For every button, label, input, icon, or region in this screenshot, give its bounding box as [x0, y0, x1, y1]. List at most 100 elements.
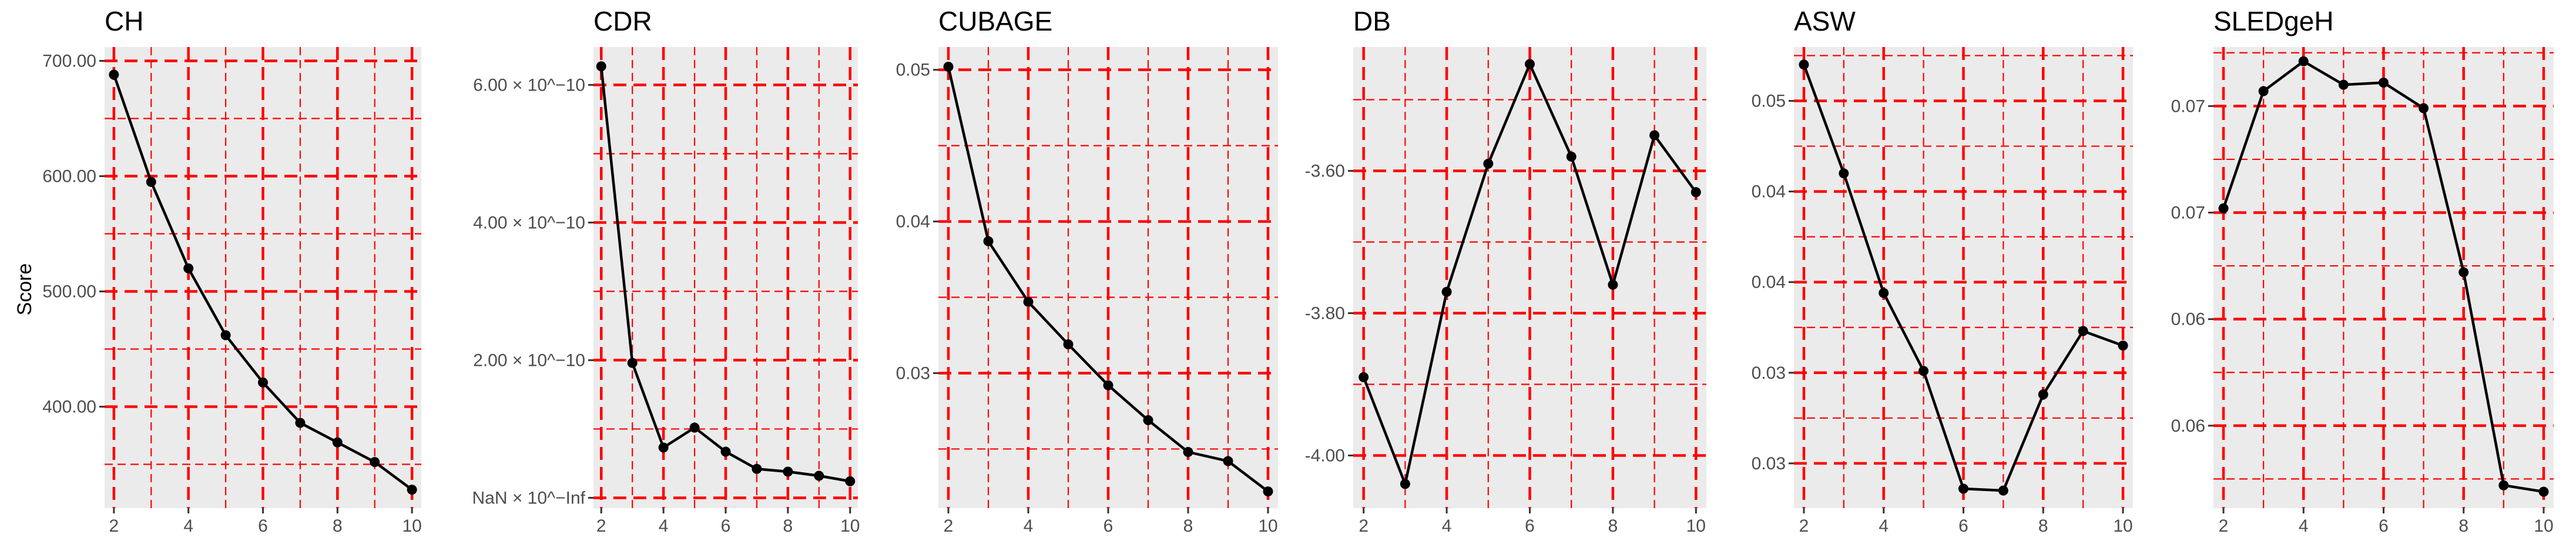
data-point [2458, 267, 2469, 278]
x-tick-label: 4 [1442, 516, 1452, 536]
x-tick-label: 4 [1024, 516, 1034, 536]
x-tick-label: 6 [1958, 516, 1968, 536]
x-tick-label: 10 [840, 516, 860, 536]
data-point [720, 446, 731, 457]
data-point [1359, 372, 1369, 382]
data-point [258, 377, 268, 388]
data-point [1023, 296, 1034, 307]
data-point [2338, 79, 2349, 90]
data-point [2379, 78, 2389, 88]
data-point [1839, 168, 1849, 179]
y-tick-label: 0.04 [1752, 273, 1786, 292]
panel-title: CH [105, 6, 143, 36]
panel-title: CUBAGE [938, 6, 1052, 36]
y-tick-label: 6.00 × 10^−10 [473, 75, 585, 95]
panels: 2 4 6 8 10 400.00 500.00 600.00 700.00 CH 2 4 6 8 10 Na… [42, 6, 2554, 536]
data-point [2038, 389, 2048, 400]
y-tick-label: 0.04 [1752, 182, 1786, 202]
panel-title: CDR [593, 6, 652, 36]
y-tick-label: 2.00 × 10^−10 [473, 351, 585, 370]
x-tick-label: 8 [333, 516, 343, 536]
data-point [658, 442, 669, 453]
x-tick-label: 6 [721, 516, 731, 536]
data-point [1918, 366, 1929, 376]
y-tick-label: 4.00 × 10^−10 [473, 213, 585, 232]
y-tick-label: -3.80 [1305, 303, 1345, 323]
data-point [1958, 483, 1968, 494]
y-tick-label: 0.05 [1752, 92, 1786, 111]
data-point [1183, 447, 1193, 458]
data-point [1690, 187, 1701, 198]
x-tick-label: 8 [2458, 516, 2468, 536]
y-tick-label: 0.03 [1752, 454, 1786, 473]
data-point [2078, 326, 2088, 336]
panel-title: SLEDgeH [2213, 6, 2334, 36]
data-point [1441, 286, 1452, 297]
y-tick-label: -4.00 [1305, 446, 1345, 465]
x-tick-label: 8 [1183, 516, 1193, 536]
x-tick-label: 10 [1258, 516, 1277, 536]
y-tick-label: 600.00 [42, 167, 96, 186]
x-tick-label: 4 [1879, 516, 1889, 536]
data-point [2218, 203, 2229, 213]
y-tick-label: 400.00 [42, 398, 96, 417]
data-point [1063, 339, 1074, 349]
panel-title: ASW [1794, 6, 1856, 36]
data-point [1483, 158, 1494, 169]
x-tick-label: 8 [783, 516, 793, 536]
y-tick-label: 700.00 [42, 52, 96, 71]
x-tick-label: 10 [2534, 516, 2553, 536]
y-tick-label: 500.00 [42, 282, 96, 302]
panel-2: 2 4 6 8 10 NaN × 10^−Inf 2.00 × 10^−10 4.00 × 1… [472, 6, 860, 536]
data-point [1223, 456, 1233, 466]
data-point [1263, 486, 1273, 497]
x-tick-label: 4 [183, 516, 193, 536]
data-point [183, 263, 194, 273]
x-tick-label: 2 [2219, 516, 2229, 536]
data-point [109, 69, 119, 80]
data-point [943, 62, 954, 72]
panel-3: 2 4 6 8 10 0.03 0.04 0.05 CUBAGE [896, 6, 1278, 536]
x-tick-label: 2 [1359, 516, 1368, 536]
x-tick-label: 8 [1608, 516, 1618, 536]
data-point [2498, 480, 2509, 490]
data-point [596, 61, 606, 72]
data-point [1400, 479, 1410, 489]
panel-5: 2 4 6 8 10 0.03 0.03 0.04 0.04 0.05 ASW [1752, 6, 2133, 536]
x-tick-label: 2 [109, 516, 119, 536]
data-point [407, 485, 417, 495]
x-tick-label: 6 [1525, 516, 1535, 536]
data-point [220, 330, 231, 341]
data-point [1998, 485, 2008, 496]
panel-1: 2 4 6 8 10 400.00 500.00 600.00 700.00 CH [42, 6, 422, 536]
x-tick-label: 6 [2379, 516, 2389, 536]
y-tick-label: NaN × 10^−Inf [472, 488, 585, 508]
y-tick-label: 0.07 [2171, 203, 2205, 223]
data-point [1879, 288, 1889, 298]
data-point [1649, 130, 1660, 141]
data-point [2258, 86, 2269, 96]
x-tick-label: 2 [944, 516, 954, 536]
panel-title: DB [1353, 6, 1391, 36]
data-point [689, 422, 700, 433]
data-point [370, 457, 380, 468]
data-point [1525, 59, 1535, 69]
x-tick-label: 2 [596, 516, 606, 536]
data-point [1608, 279, 1618, 290]
data-point [2538, 486, 2549, 497]
data-point [1566, 151, 1577, 162]
data-point [845, 476, 856, 486]
data-point [752, 463, 762, 474]
data-point [146, 176, 156, 187]
data-point [983, 236, 994, 246]
x-tick-label: 8 [2038, 516, 2048, 536]
data-point [1799, 59, 1809, 70]
x-tick-label: 6 [1103, 516, 1113, 536]
x-tick-label: 4 [659, 516, 669, 536]
x-tick-label: 10 [2113, 516, 2132, 536]
x-tick-label: 4 [2299, 516, 2309, 536]
y-tick-label: 0.06 [2171, 416, 2205, 436]
panel-4: 2 4 6 8 10 -4.00 -3.80 -3.60 DB [1305, 6, 1706, 536]
data-point [332, 437, 343, 448]
